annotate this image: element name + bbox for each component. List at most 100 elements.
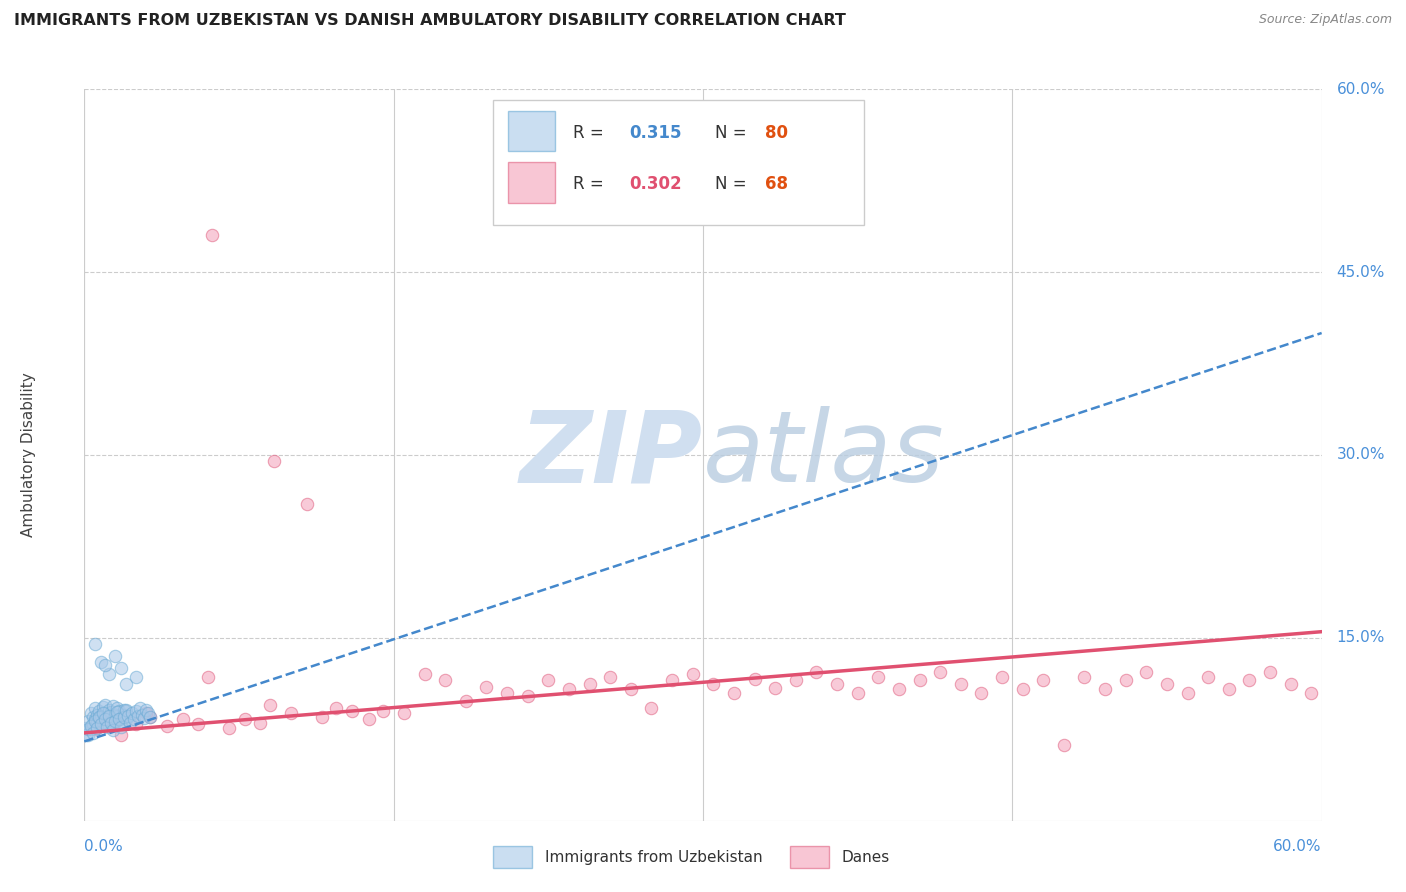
Point	[125, 670, 148, 684]
Point	[103, 723, 125, 738]
Point	[127, 708, 149, 723]
Point	[1156, 677, 1178, 691]
Point	[79, 706, 101, 721]
Text: Ambulatory Disability: Ambulatory Disability	[21, 373, 37, 537]
Point	[114, 703, 136, 717]
Point	[744, 672, 766, 686]
Point	[94, 706, 117, 721]
Point	[83, 713, 105, 727]
Point	[86, 721, 108, 735]
Point	[1218, 681, 1240, 696]
Point	[640, 701, 662, 715]
Point	[702, 677, 724, 691]
Point	[94, 657, 117, 672]
Point	[77, 714, 100, 728]
Point	[887, 681, 910, 696]
Text: 0.0%: 0.0%	[84, 838, 124, 854]
Point	[75, 721, 97, 735]
Text: 80: 80	[765, 124, 787, 142]
Text: Danes: Danes	[842, 850, 890, 864]
Text: 60.0%: 60.0%	[1337, 82, 1385, 96]
Point	[129, 701, 152, 715]
Point	[1135, 665, 1157, 679]
Point	[970, 686, 993, 700]
Point	[620, 681, 643, 696]
Point	[114, 713, 136, 727]
Point	[103, 699, 125, 714]
Text: 0.315: 0.315	[628, 124, 682, 142]
Point	[94, 713, 117, 727]
Point	[75, 728, 97, 742]
Point	[763, 681, 786, 695]
Point	[90, 708, 112, 723]
FancyBboxPatch shape	[508, 112, 554, 152]
Point	[86, 707, 108, 722]
Point	[91, 706, 114, 721]
Text: N =: N =	[716, 124, 752, 142]
Point	[125, 704, 148, 718]
Point	[96, 711, 118, 725]
Point	[110, 711, 132, 725]
Point	[259, 698, 281, 712]
Point	[83, 723, 105, 737]
Point	[77, 728, 100, 742]
Point	[187, 717, 209, 731]
Point	[280, 706, 302, 721]
Point	[1094, 681, 1116, 696]
Point	[125, 717, 148, 731]
Text: 45.0%: 45.0%	[1337, 265, 1385, 279]
Point	[98, 710, 121, 724]
Point	[110, 728, 132, 742]
Point	[392, 706, 415, 721]
Point	[108, 713, 131, 727]
Text: 15.0%: 15.0%	[1337, 631, 1385, 645]
Point	[413, 667, 436, 681]
Point	[90, 718, 112, 732]
FancyBboxPatch shape	[508, 162, 554, 202]
FancyBboxPatch shape	[492, 100, 863, 225]
Text: R =: R =	[574, 124, 609, 142]
Point	[79, 723, 101, 737]
Point	[135, 703, 157, 717]
Text: Source: ZipAtlas.com: Source: ZipAtlas.com	[1258, 13, 1392, 27]
Point	[105, 708, 128, 723]
Point	[599, 670, 621, 684]
Point	[233, 713, 256, 727]
Point	[82, 726, 104, 740]
Point	[373, 704, 395, 718]
Point	[98, 667, 121, 681]
Point	[98, 708, 121, 723]
Point	[118, 716, 141, 731]
Point	[110, 717, 132, 731]
Point	[83, 637, 105, 651]
Point	[108, 713, 131, 727]
Point	[112, 707, 135, 722]
Point	[434, 673, 457, 688]
Point	[100, 714, 122, 728]
Point	[311, 710, 333, 724]
Point	[1279, 677, 1302, 691]
Point	[131, 707, 153, 722]
Point	[1239, 673, 1261, 688]
Point	[104, 649, 127, 664]
Point	[139, 710, 162, 724]
Point	[77, 723, 100, 737]
Point	[112, 710, 135, 724]
Point	[949, 677, 972, 691]
Point	[1032, 673, 1054, 688]
Point	[991, 670, 1014, 684]
Point	[1177, 686, 1199, 700]
Text: ZIP: ZIP	[520, 407, 703, 503]
Point	[105, 701, 128, 715]
Point	[475, 680, 498, 694]
Text: atlas: atlas	[703, 407, 945, 503]
Point	[121, 706, 143, 721]
FancyBboxPatch shape	[492, 847, 533, 868]
Point	[91, 700, 114, 714]
Point	[104, 714, 127, 728]
Point	[100, 716, 122, 731]
Point	[79, 718, 101, 732]
Point	[108, 704, 131, 718]
Point	[134, 711, 156, 725]
Point	[139, 710, 162, 724]
